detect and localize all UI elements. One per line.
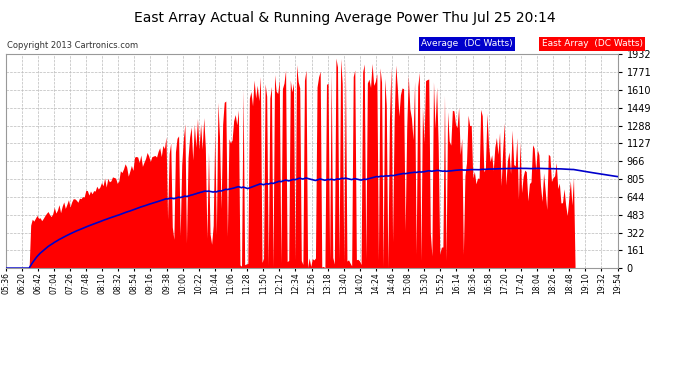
Text: East Array Actual & Running Average Power Thu Jul 25 20:14: East Array Actual & Running Average Powe…	[134, 11, 556, 25]
Text: Copyright 2013 Cartronics.com: Copyright 2013 Cartronics.com	[7, 41, 138, 50]
Text: Average  (DC Watts): Average (DC Watts)	[421, 39, 513, 48]
Text: East Array  (DC Watts): East Array (DC Watts)	[542, 39, 642, 48]
